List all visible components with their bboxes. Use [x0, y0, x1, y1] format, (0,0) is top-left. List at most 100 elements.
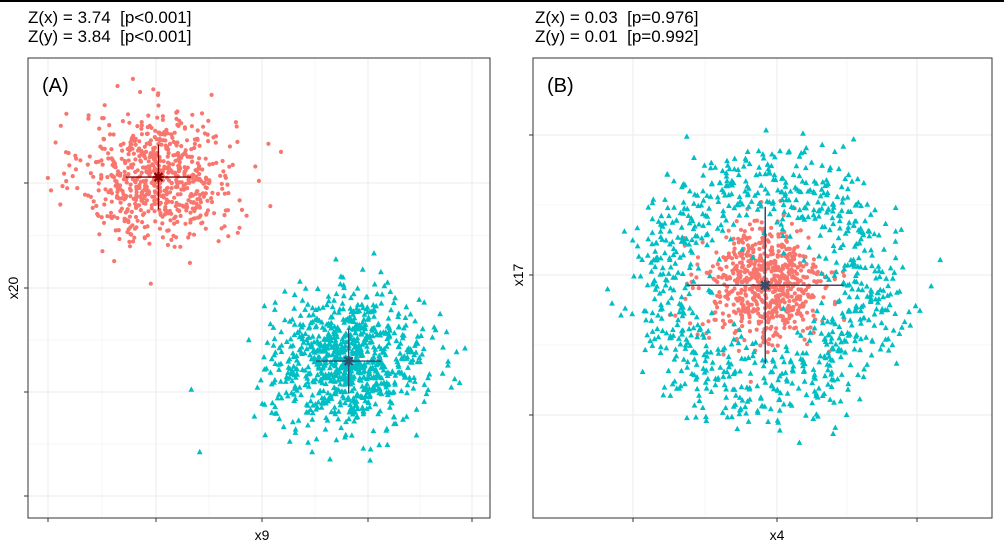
data-point-circle: [787, 298, 792, 304]
data-point-triangle: [686, 325, 692, 332]
data-point-triangle: [718, 221, 724, 228]
data-point-circle: [102, 103, 107, 108]
data-point-triangle: [651, 335, 658, 342]
data-point-triangle: [297, 312, 304, 318]
data-point-triangle: [852, 337, 858, 344]
data-point-triangle: [843, 411, 850, 417]
data-point-circle: [770, 248, 775, 253]
data-point-triangle: [283, 389, 290, 395]
data-point-triangle: [634, 243, 641, 249]
data-point-triangle: [840, 313, 847, 319]
data-point-triangle: [330, 351, 336, 357]
data-point-triangle: [263, 365, 270, 371]
data-point-triangle: [282, 378, 289, 384]
data-point-circle: [144, 198, 149, 203]
data-point-circle: [773, 294, 778, 299]
data-point-triangle: [413, 338, 420, 345]
data-point-triangle: [754, 189, 761, 196]
panel-a-xlabel: x9: [255, 527, 270, 543]
data-point-circle: [795, 277, 800, 282]
data-point-circle: [45, 175, 51, 181]
data-point-triangle: [825, 332, 831, 338]
data-point-circle: [753, 308, 759, 313]
data-point-triangle: [360, 445, 367, 451]
data-point-circle: [726, 228, 731, 233]
data-point-triangle: [876, 273, 883, 279]
data-point-triangle: [818, 270, 825, 276]
data-point-circle: [227, 164, 232, 169]
data-point-triangle: [840, 195, 846, 201]
data-point-triangle: [331, 297, 337, 303]
data-point-triangle: [682, 284, 688, 291]
data-point-triangle: [319, 324, 326, 330]
data-point-triangle: [659, 264, 666, 271]
data-point-triangle: [694, 192, 701, 198]
data-point-circle: [789, 294, 794, 299]
data-point-triangle: [735, 339, 742, 346]
data-point-circle: [148, 151, 153, 156]
data-point-triangle: [663, 345, 670, 351]
data-point-triangle: [776, 396, 782, 403]
data-point-triangle: [779, 370, 785, 376]
data-point-circle: [718, 300, 723, 305]
data-point-triangle: [245, 336, 252, 343]
data-point-triangle: [686, 241, 692, 247]
data-point-triangle: [305, 340, 311, 346]
data-point-triangle: [858, 202, 864, 209]
data-point-circle: [772, 258, 777, 263]
data-point-triangle: [309, 333, 316, 339]
data-point-triangle: [302, 381, 309, 388]
data-point-circle: [715, 262, 720, 267]
data-point-triangle: [701, 334, 707, 340]
data-point-circle: [801, 317, 806, 322]
data-point-triangle: [842, 349, 849, 355]
data-point-circle: [138, 179, 143, 184]
data-point-triangle: [655, 312, 661, 318]
data-point-circle: [792, 291, 798, 296]
data-point-triangle: [307, 398, 314, 404]
data-point-triangle: [774, 219, 780, 225]
data-point-circle: [135, 168, 140, 173]
data-point-triangle: [719, 167, 726, 174]
data-point-triangle: [876, 232, 882, 238]
data-point-triangle: [621, 228, 628, 234]
data-point-triangle: [841, 266, 848, 272]
data-point-triangle: [311, 354, 318, 360]
data-point-triangle: [389, 369, 396, 375]
data-point-triangle: [746, 396, 753, 402]
data-point-triangle: [657, 349, 664, 355]
data-point-triangle: [661, 384, 668, 390]
data-point-circle: [175, 219, 180, 224]
data-point-circle: [147, 189, 152, 195]
data-point-triangle: [292, 429, 299, 435]
data-point-triangle: [689, 309, 696, 315]
data-point-triangle: [858, 280, 865, 286]
data-point-triangle: [334, 346, 340, 353]
data-point-triangle: [666, 212, 672, 219]
data-point-triangle: [293, 365, 299, 371]
data-point-circle: [174, 179, 179, 185]
data-point-triangle: [742, 178, 749, 184]
data-point-circle: [144, 149, 149, 154]
data-point-circle: [169, 237, 174, 242]
data-point-circle: [736, 236, 741, 241]
data-point-circle: [142, 236, 147, 241]
data-point-triangle: [331, 362, 338, 368]
data-point-circle: [197, 143, 202, 148]
data-point-circle: [190, 112, 195, 117]
data-point-circle: [724, 264, 729, 269]
data-point-circle: [179, 144, 184, 149]
data-point-triangle: [347, 305, 354, 311]
data-point-circle: [720, 311, 726, 316]
data-point-circle: [146, 159, 151, 164]
data-point-triangle: [828, 376, 835, 382]
data-point-triangle: [323, 414, 329, 421]
data-point-circle: [781, 285, 786, 290]
data-point-circle: [688, 321, 693, 326]
data-point-triangle: [723, 169, 730, 176]
data-point-triangle: [667, 392, 674, 398]
data-point-circle: [737, 260, 743, 265]
data-point-triangle: [819, 162, 825, 168]
data-point-triangle: [853, 302, 860, 309]
data-point-circle: [790, 269, 795, 274]
